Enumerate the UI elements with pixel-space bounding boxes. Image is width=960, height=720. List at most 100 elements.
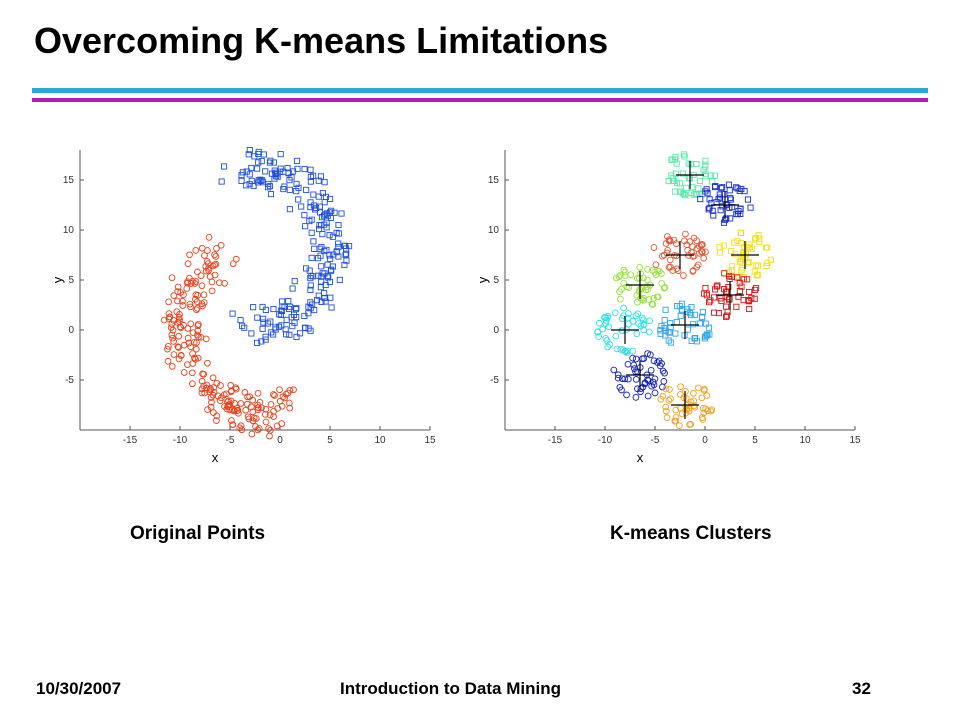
data-point (736, 287, 743, 295)
data-point (693, 263, 701, 271)
data-point (293, 180, 300, 187)
data-point (677, 188, 684, 195)
data-point (672, 330, 679, 337)
data-point (192, 246, 200, 254)
y-axis-label: y (475, 276, 490, 283)
data-point (199, 302, 206, 310)
data-point (697, 196, 704, 203)
data-point (210, 409, 217, 416)
data-point (190, 338, 198, 346)
data-point (291, 278, 298, 285)
data-point (704, 407, 712, 415)
data-point (269, 391, 277, 398)
data-point (175, 332, 183, 340)
data-point (262, 418, 270, 426)
data-point (258, 338, 265, 345)
y-tick-label: 10 (488, 225, 500, 236)
data-point (629, 354, 637, 362)
data-point (281, 183, 288, 190)
data-point (618, 386, 625, 394)
data-point (335, 244, 342, 251)
data-point (612, 332, 620, 340)
data-point (255, 425, 263, 432)
data-point (290, 311, 298, 318)
data-point (194, 327, 202, 335)
data-point (243, 182, 250, 189)
data-point (664, 246, 671, 254)
footer-date: 10/30/2007 (36, 679, 122, 698)
data-point (700, 166, 707, 173)
data-point (176, 311, 183, 318)
data-point (274, 404, 282, 412)
data-point (689, 253, 697, 260)
data-point (734, 237, 741, 244)
data-point (177, 352, 185, 360)
data-point (677, 383, 684, 391)
data-point (168, 331, 176, 339)
data-point (259, 303, 266, 311)
data-point (203, 381, 211, 389)
data-point (653, 293, 661, 301)
data-point (198, 244, 206, 252)
data-point (248, 330, 255, 337)
data-point (620, 304, 627, 312)
data-point (613, 274, 620, 282)
footer-course-title: Introduction to Data Mining (340, 679, 561, 698)
data-point (652, 261, 660, 269)
original-points-scatter: -15 -10 -5 0 5 10 15 -5 0 5 10 15 x y (50, 147, 436, 465)
data-point (187, 343, 195, 351)
data-point (326, 278, 333, 285)
data-point (728, 248, 735, 255)
data-point (649, 266, 656, 274)
data-point (621, 268, 629, 276)
data-point (689, 267, 697, 274)
data-point (711, 184, 719, 191)
data-point (335, 240, 342, 247)
data-point (293, 304, 300, 312)
data-point (620, 279, 628, 287)
data-point (184, 260, 192, 268)
y-tick-label: 15 (63, 175, 75, 186)
data-point (271, 392, 278, 399)
data-point (194, 268, 201, 276)
data-point (308, 254, 315, 261)
data-point (709, 207, 716, 214)
x-tick-label: -5 (226, 435, 235, 446)
data-point (180, 369, 188, 376)
data-point (329, 263, 337, 270)
data-point (632, 376, 640, 383)
data-point (325, 274, 332, 281)
data-point (244, 413, 252, 421)
data-point (314, 255, 322, 262)
data-point (660, 284, 668, 292)
data-point (180, 291, 187, 299)
data-point (679, 170, 686, 177)
data-point (225, 397, 232, 405)
data-point (202, 335, 210, 343)
data-point (738, 229, 745, 237)
x-tick-label: 0 (277, 435, 283, 446)
data-point (326, 209, 333, 216)
data-point (333, 229, 340, 236)
data-point (301, 212, 308, 219)
data-point (294, 165, 301, 172)
data-point (614, 374, 622, 382)
kmeans-clusters-scatter: -15 -10 -5 0 5 10 15 -5 0 5 10 15 x y (475, 150, 861, 465)
data-point (267, 157, 274, 164)
x-axis-label: x (637, 450, 644, 465)
data-point (637, 285, 645, 292)
data-point (260, 151, 267, 158)
data-point (665, 397, 673, 404)
data-point (649, 378, 657, 386)
data-point (290, 386, 297, 394)
data-point (164, 345, 171, 353)
data-point (170, 351, 178, 358)
data-point (723, 215, 730, 222)
data-point (221, 163, 228, 170)
data-point (644, 392, 652, 400)
data-point (248, 164, 255, 171)
data-point (685, 407, 693, 415)
data-point (621, 375, 629, 383)
data-point (216, 397, 224, 404)
data-point (632, 394, 640, 401)
